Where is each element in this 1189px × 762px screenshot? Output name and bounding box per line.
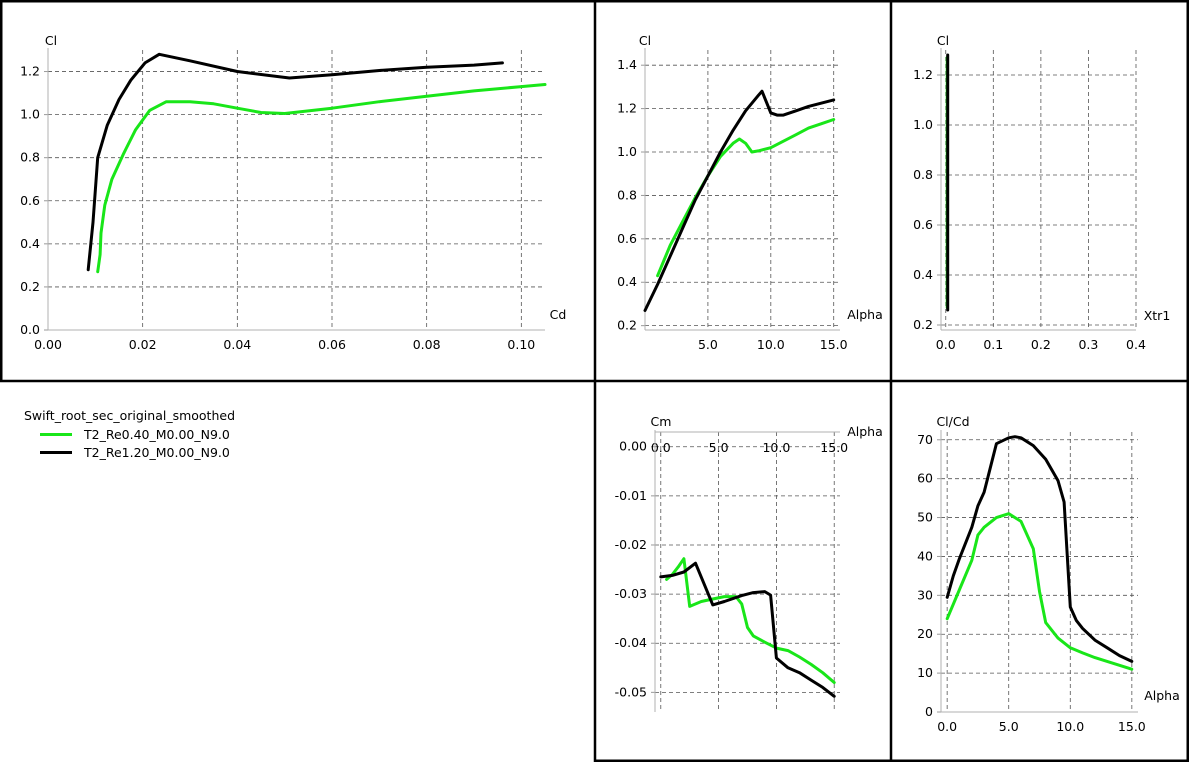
x-tick-label: 0.08 xyxy=(413,337,441,352)
y-tick-label: -0.03 xyxy=(615,586,647,601)
x-tick-label: 15.0 xyxy=(820,337,848,352)
legend-entry-label: T2_Re1.20_M0.00_N9.0 xyxy=(84,444,230,460)
cl-vs-xtr1-chart: 0.2 0.4 0.6 0.8 1.0 1.2 0.0 0.1 0.2 0.3 0.4 Xtr1 Cl xyxy=(913,33,1170,352)
x-tick-label: 0.0 xyxy=(936,337,956,352)
x-tick-label: 0.04 xyxy=(223,337,251,352)
x-tick-label: 0.10 xyxy=(507,337,535,352)
y-tick-label: 0.0 xyxy=(20,322,40,337)
y-tick-label: 30 xyxy=(917,587,933,602)
y-tick-label: 0.2 xyxy=(617,318,637,333)
x-tick-label: 0.0 xyxy=(937,719,957,734)
y-tick-label: 1.0 xyxy=(617,144,637,159)
series-line-re0-40 xyxy=(665,557,836,684)
x-tick-label: 15.0 xyxy=(820,440,848,455)
series-line-re1-20 xyxy=(945,435,1134,663)
y-tick-label: 10 xyxy=(917,665,933,680)
y-tick-label: 0.6 xyxy=(617,231,637,246)
x-tick-label: 5.0 xyxy=(709,440,729,455)
y-tick-label: 0.00 xyxy=(619,439,647,454)
x-axis-label: Cd xyxy=(550,307,567,322)
x-tick-label: 10.0 xyxy=(762,440,790,455)
y-tick-label: 0.6 xyxy=(20,193,40,208)
x-tick-label: 5.0 xyxy=(698,337,718,352)
cl-vs-cd-chart: 0.0 0.2 0.4 0.6 0.8 1.0 1.2 0.00 0.02 0.04 0.06 0.0… xyxy=(20,33,566,352)
x-tick-label: 10.0 xyxy=(1056,719,1084,734)
series-line-re0-40 xyxy=(96,83,547,274)
cl-vs-alpha-chart: 0.2 0.4 0.6 0.8 1.0 1.2 1.4 5.0 10.0 15.0 Alpha Cl xyxy=(617,33,883,352)
x-tick-label: 0.06 xyxy=(318,337,346,352)
clcd-vs-alpha-chart: 0 10 20 30 40 50 60 70 0.0 5.0 10.0 15.0 Alpha Cl/Cd xyxy=(917,414,1180,734)
legend-entry-label: T2_Re0.40_M0.00_N9.0 xyxy=(84,426,230,442)
y-tick-label: 0.4 xyxy=(20,236,40,251)
y-tick-label: 70 xyxy=(917,432,933,447)
series-line-re1-20 xyxy=(659,561,836,698)
y-tick-label: 0.6 xyxy=(913,217,933,232)
x-tick-label: 10.0 xyxy=(757,337,785,352)
series-line-re0-40 xyxy=(656,118,836,278)
x-axis-label: Alpha xyxy=(847,424,883,439)
legend-swatch-green xyxy=(40,432,72,436)
x-axis-label: Xtr1 xyxy=(1144,308,1171,323)
x-tick-label: 5.0 xyxy=(999,719,1019,734)
series-line-re0-40 xyxy=(945,512,1134,671)
y-tick-label: -0.04 xyxy=(615,635,647,650)
legend-title: Swift_root_sec_original_smoothed xyxy=(24,408,236,423)
y-tick-label: 1.2 xyxy=(617,101,637,116)
legend-entry: T2_Re1.20_M0.00_N9.0 xyxy=(24,443,235,461)
y-tick-label: 1.0 xyxy=(20,107,40,122)
cm-vs-alpha-chart: 0.00 -0.01 -0.02 -0.03 -0.04 -0.05 0.0 5.0 10.0 1… xyxy=(615,414,883,712)
x-tick-label: 0.0 xyxy=(651,440,671,455)
y-tick-label: 1.0 xyxy=(913,117,933,132)
y-tick-label: 0.2 xyxy=(20,279,40,294)
legend-entry: T2_Re0.40_M0.00_N9.0 xyxy=(24,425,235,443)
x-tick-label: 0.00 xyxy=(34,337,62,352)
series-line-re1-20 xyxy=(643,89,836,312)
x-tick-label: 0.1 xyxy=(983,337,1003,352)
y-tick-label: -0.02 xyxy=(615,537,647,552)
y-tick-label: 0 xyxy=(925,704,933,719)
x-tick-label: 0.3 xyxy=(1078,337,1098,352)
y-axis-label: Cl xyxy=(639,33,651,48)
y-tick-label: -0.01 xyxy=(615,488,647,503)
y-tick-label: 60 xyxy=(917,471,933,486)
y-tick-label: -0.05 xyxy=(615,684,647,699)
y-axis-label: Cl/Cd xyxy=(936,414,969,429)
y-tick-label: 0.8 xyxy=(20,150,40,165)
legend-swatch-black xyxy=(40,450,72,454)
y-tick-label: 0.4 xyxy=(617,274,637,289)
y-tick-label: 0.2 xyxy=(913,317,933,332)
x-tick-label: 0.4 xyxy=(1126,337,1146,352)
x-tick-label: 15.0 xyxy=(1118,719,1146,734)
x-tick-label: 0.2 xyxy=(1031,337,1051,352)
y-tick-label: 40 xyxy=(917,548,933,563)
series-line-re1-20 xyxy=(86,52,504,272)
y-tick-label: 1.4 xyxy=(617,57,637,72)
x-axis-label: Alpha xyxy=(847,307,883,322)
x-axis-label: Alpha xyxy=(1144,688,1180,703)
y-tick-label: 0.8 xyxy=(617,187,637,202)
y-tick-label: 1.2 xyxy=(913,67,933,82)
y-tick-label: 0.4 xyxy=(913,267,933,282)
y-tick-label: 50 xyxy=(917,510,933,525)
y-axis-label: Cl xyxy=(45,33,57,48)
y-tick-label: 1.2 xyxy=(20,64,40,79)
x-tick-label: 0.02 xyxy=(129,337,157,352)
y-tick-label: 0.8 xyxy=(913,167,933,182)
y-axis-label: Cm xyxy=(651,414,672,429)
y-axis-label: Cl xyxy=(937,33,949,48)
legend: Swift_root_sec_original_smoothed T2_Re0.… xyxy=(24,408,235,461)
y-tick-label: 20 xyxy=(917,626,933,641)
